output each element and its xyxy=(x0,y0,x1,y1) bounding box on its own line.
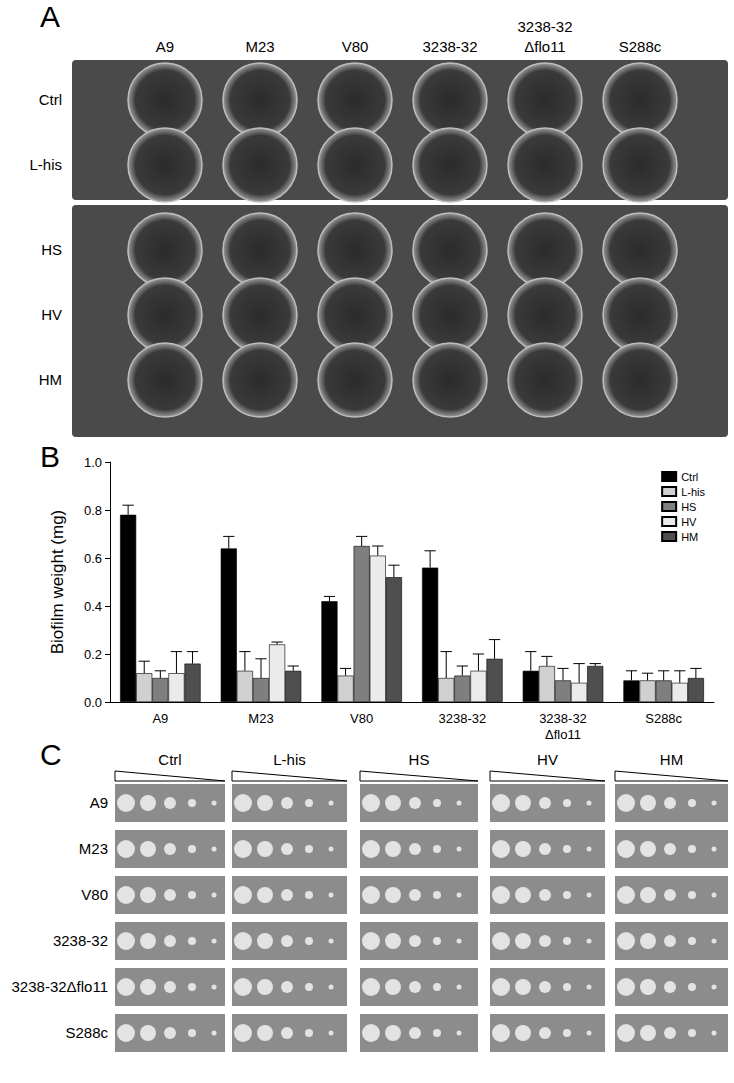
svg-text:Biofilm weight (mg): Biofilm weight (mg) xyxy=(48,510,67,655)
svg-text:V80: V80 xyxy=(350,711,373,726)
svg-text:0.0: 0.0 xyxy=(84,695,102,710)
svg-text:Ctrl: Ctrl xyxy=(39,91,62,108)
html-text:A: A xyxy=(40,0,60,33)
svg-text:HM: HM xyxy=(39,371,62,388)
svg-text:HS: HS xyxy=(409,751,430,768)
svg-text:HV: HV xyxy=(681,516,697,528)
svg-text:3238-32: 3238-32 xyxy=(517,18,572,35)
svg-text:HV: HV xyxy=(41,306,62,323)
svg-text:0.4: 0.4 xyxy=(84,599,102,614)
svg-text:Ctrl: Ctrl xyxy=(681,471,698,483)
svg-text:1.0: 1.0 xyxy=(84,455,102,470)
svg-text:L-his: L-his xyxy=(273,751,306,768)
svg-text:3238-32: 3238-32 xyxy=(438,711,486,726)
svg-text:Ctrl: Ctrl xyxy=(158,751,181,768)
svg-text:V80: V80 xyxy=(81,886,108,903)
svg-text:0.6: 0.6 xyxy=(84,551,102,566)
svg-text:0.8: 0.8 xyxy=(84,503,102,518)
svg-text:HM: HM xyxy=(660,751,683,768)
svg-text:V80: V80 xyxy=(342,38,369,55)
html-text:C: C xyxy=(40,738,62,771)
svg-text:HV: HV xyxy=(537,751,558,768)
svg-text:S288c: S288c xyxy=(645,711,682,726)
svg-text:3238-32: 3238-32 xyxy=(422,38,477,55)
svg-text:Δflo11: Δflo11 xyxy=(545,727,581,742)
svg-text:M23: M23 xyxy=(248,711,273,726)
svg-text:3238-32: 3238-32 xyxy=(53,932,108,949)
svg-text:3238-32: 3238-32 xyxy=(539,711,587,726)
svg-text:S288c: S288c xyxy=(65,1024,108,1041)
svg-text:L-his: L-his xyxy=(29,156,62,173)
svg-text:A9: A9 xyxy=(156,38,174,55)
svg-text:A9: A9 xyxy=(90,794,108,811)
svg-text:HS: HS xyxy=(41,241,62,258)
svg-text:A9: A9 xyxy=(152,711,168,726)
svg-text:M23: M23 xyxy=(79,840,108,857)
svg-text:HS: HS xyxy=(681,501,696,513)
svg-text:L-his: L-his xyxy=(681,486,705,498)
svg-text:M23: M23 xyxy=(245,38,274,55)
svg-text:3238-32Δflo11: 3238-32Δflo11 xyxy=(12,978,108,995)
svg-text:Δflo11: Δflo11 xyxy=(524,38,565,55)
html-text:B: B xyxy=(40,440,60,473)
svg-text:0.2: 0.2 xyxy=(84,647,102,662)
svg-text:S288c: S288c xyxy=(619,38,662,55)
svg-text:HM: HM xyxy=(681,531,698,543)
